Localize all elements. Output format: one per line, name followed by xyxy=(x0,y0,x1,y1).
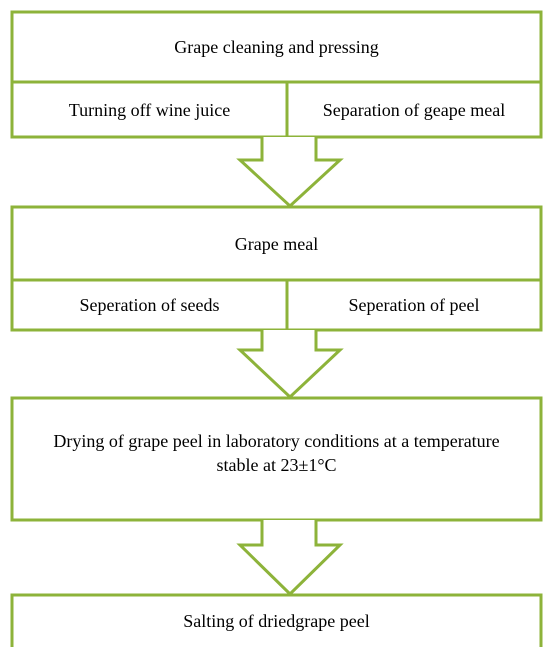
sub-step: Turning off wine juice xyxy=(68,99,231,120)
step-box xyxy=(10,593,543,647)
step-title: Drying of grape peel in laboratory condi… xyxy=(53,431,500,475)
step-title: Grape cleaning and pressing xyxy=(174,37,379,57)
sub-step: Seperation of peel xyxy=(348,295,480,315)
arrow xyxy=(236,520,344,597)
step-title: Grape meal xyxy=(234,233,319,254)
sub-step: Separation of geape meal xyxy=(322,99,506,120)
sub-step: Seperation of seeds xyxy=(79,295,220,315)
arrow xyxy=(236,330,344,400)
arrow xyxy=(236,137,344,209)
step-title: Salting of driedgrape peel xyxy=(183,611,370,631)
